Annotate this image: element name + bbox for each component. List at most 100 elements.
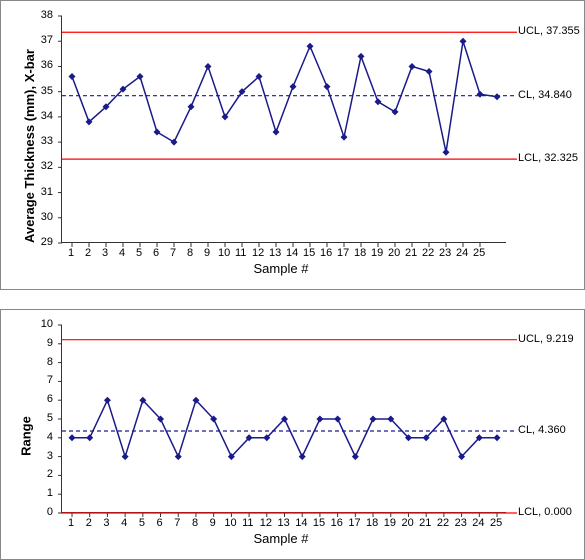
range-plot-area: [61, 325, 506, 513]
xbar-ylabel: Average Thickness (mm), X-bar: [22, 33, 37, 260]
data-marker: [307, 43, 314, 50]
range-lcl-label: LCL, 0.000: [518, 506, 572, 518]
xbar-svg: [62, 16, 507, 243]
data-marker: [443, 149, 450, 156]
xtick-label: 22: [437, 517, 449, 529]
ytick-label: 38: [41, 9, 53, 21]
data-marker: [375, 98, 382, 105]
data-marker: [477, 91, 484, 98]
xtick-label: 24: [456, 247, 468, 259]
ytick-label: 2: [47, 468, 53, 480]
ytick-label: 9: [47, 337, 53, 349]
xtick-label: 5: [136, 247, 142, 259]
xtick-label: 3: [103, 517, 109, 529]
xtick-label: 18: [354, 247, 366, 259]
ytick-label: 10: [41, 318, 53, 330]
ytick-label: 34: [41, 110, 53, 122]
range-ucl-label: UCL, 9.219: [518, 333, 574, 345]
data-marker: [122, 453, 129, 460]
data-marker: [104, 397, 111, 404]
xbar-ucl-label: UCL, 37.355: [518, 25, 580, 37]
ytick-label: 35: [41, 85, 53, 97]
ytick-label: 32: [41, 160, 53, 172]
data-marker: [171, 139, 178, 146]
ytick-label: 1: [47, 487, 53, 499]
data-marker: [290, 83, 297, 90]
data-marker: [273, 129, 280, 136]
ytick-label: 37: [41, 34, 53, 46]
xtick-label: 8: [187, 247, 193, 259]
xtick-label: 18: [366, 517, 378, 529]
xtick-label: 10: [224, 517, 236, 529]
data-marker: [409, 63, 416, 70]
xtick-label: 16: [331, 517, 343, 529]
data-marker: [334, 416, 341, 423]
range-chart: Range Sample # UCL, 9.219 CL, 4.360 LCL,…: [0, 309, 585, 560]
xtick-label: 25: [490, 517, 502, 529]
xtick-label: 21: [405, 247, 417, 259]
data-marker: [494, 93, 501, 100]
xtick-label: 3: [102, 247, 108, 259]
data-marker: [370, 416, 377, 423]
range-svg: [62, 325, 507, 513]
xtick-label: 12: [252, 247, 264, 259]
xtick-label: 17: [348, 517, 360, 529]
xtick-label: 9: [204, 247, 210, 259]
xtick-label: 19: [384, 517, 396, 529]
ytick-label: 36: [41, 59, 53, 71]
ytick-label: 30: [41, 211, 53, 223]
range-cl-label: CL, 4.360: [518, 424, 566, 436]
xtick-label: 24: [472, 517, 484, 529]
data-marker: [352, 453, 359, 460]
ytick-label: 6: [47, 393, 53, 405]
xtick-label: 15: [303, 247, 315, 259]
data-marker: [341, 134, 348, 141]
xtick-label: 10: [218, 247, 230, 259]
ytick-label: 7: [47, 374, 53, 386]
xtick-label: 7: [174, 517, 180, 529]
ytick-label: 33: [41, 135, 53, 147]
xtick-label: 16: [320, 247, 332, 259]
xtick-label: 14: [295, 517, 307, 529]
xtick-label: 2: [85, 247, 91, 259]
xbar-xlabel: Sample #: [254, 261, 309, 276]
xtick-label: 4: [119, 247, 125, 259]
data-marker: [358, 53, 365, 60]
xtick-label: 20: [401, 517, 413, 529]
ytick-label: 0: [47, 506, 53, 518]
xtick-label: 1: [68, 517, 74, 529]
xtick-label: 5: [139, 517, 145, 529]
xtick-label: 13: [278, 517, 290, 529]
xtick-label: 20: [388, 247, 400, 259]
xbar-chart: Average Thickness (mm), X-bar Sample # U…: [0, 0, 585, 290]
xtick-label: 14: [286, 247, 298, 259]
data-marker: [460, 38, 467, 45]
ytick-label: 4: [47, 431, 53, 443]
data-marker: [175, 453, 182, 460]
ytick-label: 5: [47, 412, 53, 424]
data-marker: [426, 68, 433, 75]
range-xlabel: Sample #: [254, 531, 309, 546]
ytick-label: 29: [41, 236, 53, 248]
data-marker: [69, 434, 76, 441]
data-marker: [86, 434, 93, 441]
xtick-label: 12: [260, 517, 272, 529]
xbar-cl-label: CL, 34.840: [518, 89, 572, 101]
xtick-label: 8: [192, 517, 198, 529]
data-marker: [316, 416, 323, 423]
xtick-label: 17: [337, 247, 349, 259]
data-marker: [154, 129, 161, 136]
data-marker: [324, 83, 331, 90]
range-ylabel: Range: [18, 342, 33, 530]
xtick-label: 21: [419, 517, 431, 529]
xtick-label: 11: [235, 247, 246, 259]
data-marker: [299, 453, 306, 460]
ytick-label: 8: [47, 356, 53, 368]
xtick-label: 7: [170, 247, 176, 259]
ytick-label: 3: [47, 450, 53, 462]
xtick-label: 2: [86, 517, 92, 529]
ytick-label: 31: [41, 186, 53, 198]
xtick-label: 6: [153, 247, 159, 259]
xbar-plot-area: [61, 16, 506, 243]
xtick-label: 11: [242, 517, 253, 529]
